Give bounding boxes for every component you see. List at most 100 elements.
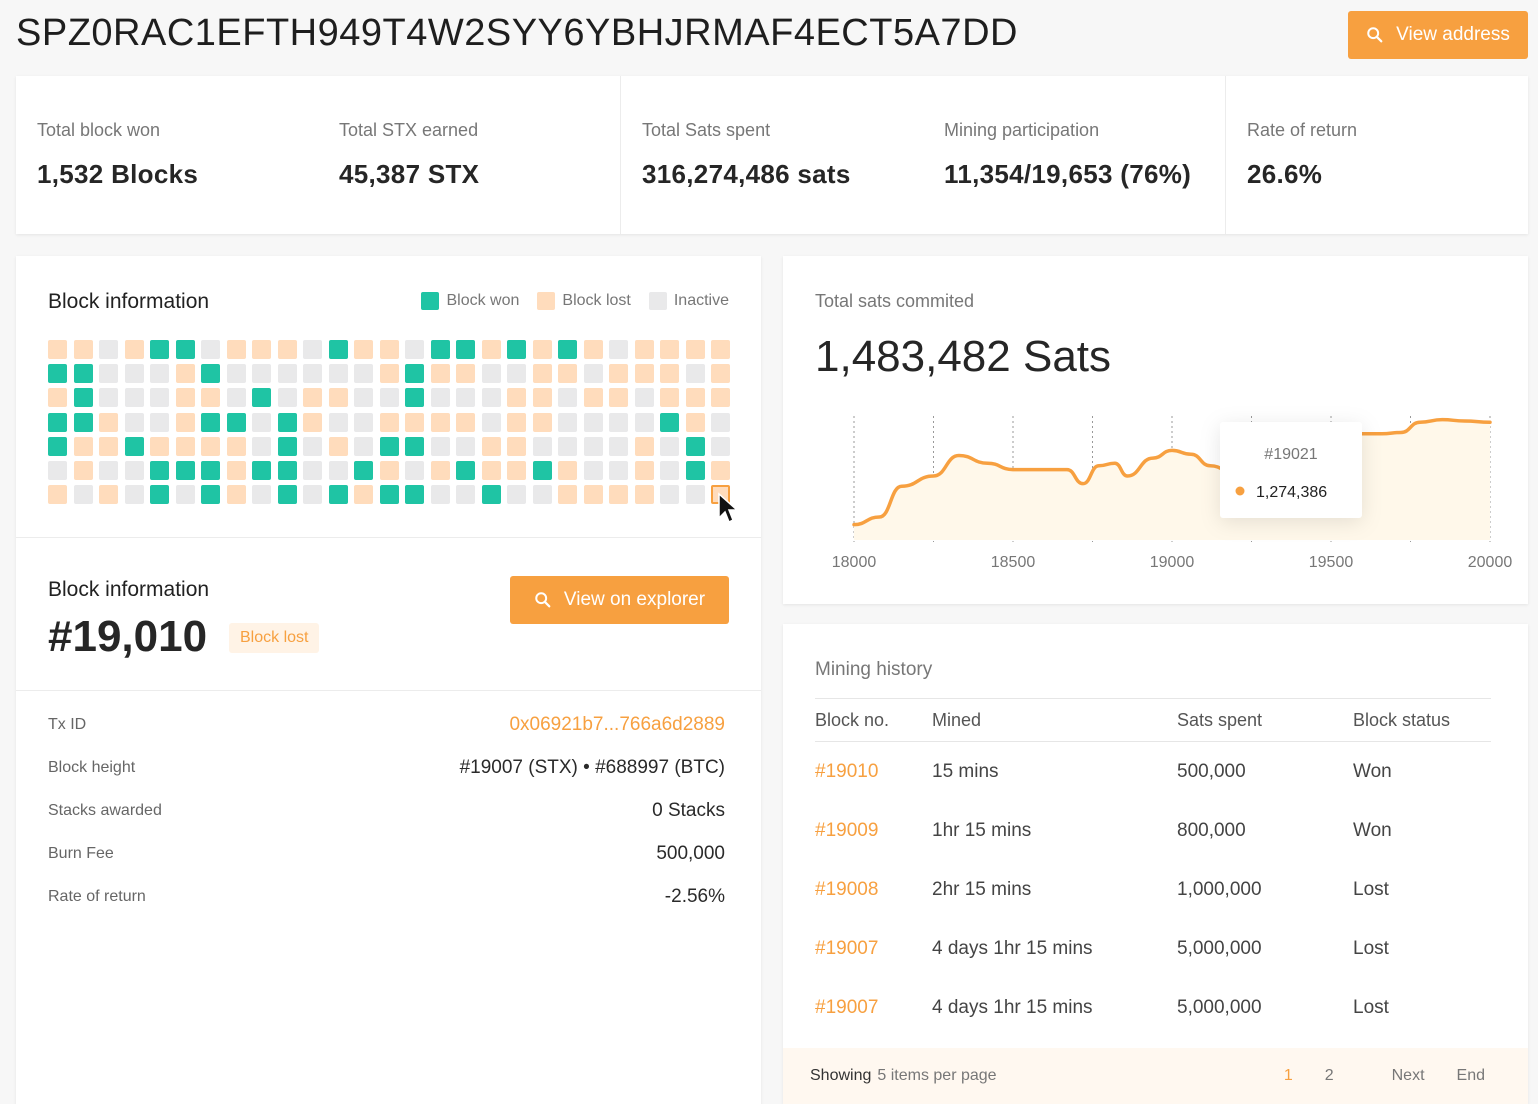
block-cell-won[interactable] [73,412,93,432]
block-cell-lost[interactable] [558,485,577,505]
column-header[interactable]: Sats spent [1177,709,1263,730]
block-cell-inactive[interactable] [481,388,501,408]
block-cell-inactive[interactable] [277,364,297,384]
block-cell-won[interactable] [328,340,348,359]
block-cell-lost[interactable] [226,436,246,456]
block-cell-inactive[interactable] [532,436,552,456]
block-cell-inactive[interactable] [354,412,373,432]
block-cell-lost[interactable] [430,460,450,480]
block-cell-inactive[interactable] [609,436,628,456]
block-cell-lost[interactable] [379,412,399,432]
block-cell-inactive[interactable] [405,340,424,359]
block-cell-inactive[interactable] [303,460,322,480]
block-cell-lost[interactable] [507,436,526,456]
block-cell-won[interactable] [252,460,271,480]
block-cell-lost[interactable] [430,364,450,384]
block-cell-lost[interactable] [73,436,93,456]
block-cell-lost[interactable] [201,436,220,456]
block-cell-inactive[interactable] [328,412,348,432]
block-cell-inactive[interactable] [456,388,475,408]
block-cell-inactive[interactable] [634,388,654,408]
block-cell-lost[interactable] [634,436,654,456]
block-link[interactable]: #19007 [815,996,879,1018]
block-link[interactable]: #19009 [815,819,879,841]
block-cell-lost[interactable] [303,412,322,432]
block-cell-inactive[interactable] [558,388,577,408]
block-cell-won[interactable] [405,364,424,384]
block-cell-lost[interactable] [660,388,679,408]
block-cell-inactive[interactable] [583,364,603,384]
block-cell-lost[interactable] [507,460,526,480]
block-cell-inactive[interactable] [252,485,271,505]
column-header[interactable]: Mined [932,709,982,730]
block-cell-inactive[interactable] [277,388,297,408]
block-cell-won[interactable] [150,340,169,359]
block-cell-lost[interactable] [609,388,628,408]
page-2-button[interactable]: 2 [1324,1067,1334,1084]
block-cell-lost[interactable] [175,388,195,408]
block-cell-lost[interactable] [277,340,297,359]
block-cell-inactive[interactable] [150,388,169,408]
block-cell-won[interactable] [277,436,297,456]
block-cell-lost[interactable] [328,388,348,408]
block-cell-lost[interactable] [379,460,399,480]
block-cell-inactive[interactable] [99,460,118,480]
block-cell-inactive[interactable] [507,364,526,384]
block-cell-lost[interactable] [481,460,501,480]
block-cell-won[interactable] [277,460,297,480]
next-button[interactable]: Next [1391,1067,1425,1084]
block-cell-inactive[interactable] [558,436,577,456]
block-cell-inactive[interactable] [685,485,705,505]
block-cell-lost[interactable] [99,412,118,432]
block-cell-lost[interactable] [558,460,577,480]
block-link[interactable]: #19007 [815,937,879,959]
block-cell-lost[interactable] [634,340,654,359]
block-cell-lost[interactable] [303,388,322,408]
block-cell-lost[interactable] [711,388,730,408]
block-cell-inactive[interactable] [583,460,603,480]
block-cell-inactive[interactable] [456,485,475,505]
block-cell-lost[interactable] [609,485,628,505]
block-cell-inactive[interactable] [328,364,348,384]
block-cell-inactive[interactable] [328,460,348,480]
block-cell-won[interactable] [456,460,475,480]
block-link[interactable]: #19010 [815,760,879,782]
block-cell-won[interactable] [48,364,67,384]
block-cell-inactive[interactable] [99,340,118,359]
block-cell-inactive[interactable] [303,364,322,384]
block-cell-won[interactable] [48,436,67,456]
block-cell-lost[interactable] [532,412,552,432]
column-header[interactable]: Block no. [815,709,890,730]
block-cell-inactive[interactable] [150,412,169,432]
block-cell-won[interactable] [405,436,424,456]
view-on-explorer-button[interactable]: View on explorer [510,576,729,624]
block-cell-lost[interactable] [532,364,552,384]
block-cell-won[interactable] [124,436,144,456]
block-cell-lost[interactable] [354,485,373,505]
block-cell-lost[interactable] [226,340,246,359]
block-cell-won[interactable] [226,412,246,432]
block-cell-inactive[interactable] [481,412,501,432]
block-cell-lost[interactable] [634,485,654,505]
block-cell-won[interactable] [201,364,220,384]
table-row[interactable]: #19008 2hr 15 mins 1,000,000 Lost [815,860,1491,919]
block-cell-inactive[interactable] [124,412,144,432]
block-cell-inactive[interactable] [711,412,730,432]
block-cell-lost[interactable] [685,340,705,359]
page-1-button[interactable]: 1 [1283,1067,1293,1084]
block-cell-inactive[interactable] [430,485,450,505]
block-cell-inactive[interactable] [150,364,169,384]
block-cell-inactive[interactable] [354,436,373,456]
block-cell-inactive[interactable] [73,485,93,505]
block-cell-lost[interactable] [328,436,348,456]
block-cell-inactive[interactable] [252,412,271,432]
block-cell-won[interactable] [73,364,93,384]
block-cell-inactive[interactable] [660,460,679,480]
block-cell-won[interactable] [175,460,195,480]
block-cell-inactive[interactable] [507,485,526,505]
block-cell-lost[interactable] [252,340,271,359]
end-button[interactable]: End [1456,1067,1485,1084]
block-cell-lost[interactable] [711,460,730,480]
block-cell-won[interactable] [252,388,271,408]
block-cell-inactive[interactable] [583,436,603,456]
